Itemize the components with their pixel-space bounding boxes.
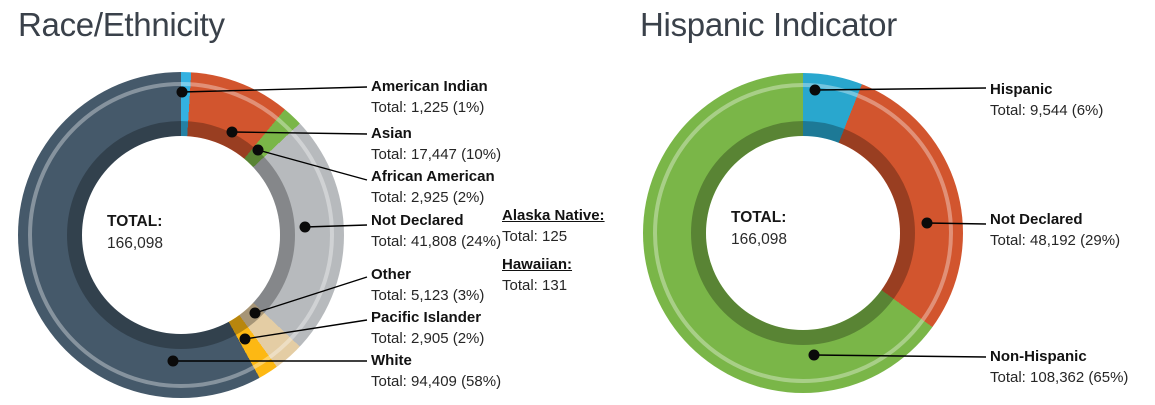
- slice-label: Asian: [371, 125, 412, 142]
- slice-total: Total: 5,123 (3%): [371, 287, 485, 304]
- donut-hole: [706, 136, 900, 330]
- footnote-total: Total: 125: [502, 228, 568, 245]
- footnote-label: Hawaiian:: [502, 256, 573, 273]
- slice-label: Not Declared: [371, 212, 464, 229]
- slice-label: White: [371, 352, 412, 369]
- callout-african-american: African American Total: 2,925 (2%): [371, 166, 495, 208]
- total-value: 166,098: [731, 231, 788, 248]
- slice-label: Hispanic: [990, 81, 1053, 98]
- slice-label: African American: [371, 168, 495, 185]
- slice-total: Total: 94,409 (58%): [371, 373, 502, 390]
- slice-label: Other: [371, 266, 412, 283]
- total-label: TOTAL:: [107, 213, 163, 230]
- slice-label: Pacific Islander: [371, 309, 482, 326]
- donut-center-total: TOTAL: 166,098: [731, 207, 787, 251]
- hispanic-indicator-title: Hispanic Indicator: [640, 6, 897, 43]
- callout-not-declared-hispanic: Not Declared Total: 48,192 (29%): [990, 209, 1120, 251]
- slice-label: Non-Hispanic: [990, 348, 1087, 365]
- donut-highlight-arc: [653, 83, 953, 383]
- race-ethnicity-donut: TOTAL: 166,098: [18, 72, 344, 398]
- callout-hispanic: Hispanic Total: 9,544 (6%): [990, 79, 1103, 121]
- footnote-label: Alaska Native:: [502, 207, 605, 224]
- race-ethnicity-title: Race/Ethnicity: [18, 6, 225, 43]
- callout-asian: Asian Total: 17,447 (10%): [371, 123, 501, 165]
- footnote-total: Total: 131: [502, 277, 568, 294]
- donut-highlight-arc: [28, 82, 334, 388]
- callout-non-hispanic: Non-Hispanic Total: 108,362 (65%): [990, 346, 1128, 388]
- callout-american-indian: American Indian Total: 1,225 (1%): [371, 76, 488, 118]
- slice-total: Total: 108,362 (65%): [990, 369, 1129, 386]
- callout-not-declared: Not Declared Total: 41,808 (24%): [371, 210, 501, 252]
- donut-center-total: TOTAL: 166,098: [107, 211, 163, 255]
- slice-total: Total: 41,808 (24%): [371, 233, 502, 250]
- footnote-hawaiian: Hawaiian: Total: 131: [502, 254, 572, 296]
- slice-total: Total: 9,544 (6%): [990, 102, 1104, 119]
- slice-total: Total: 17,447 (10%): [371, 146, 502, 163]
- slice-total: Total: 1,225 (1%): [371, 99, 485, 116]
- donut-hole: [82, 136, 280, 334]
- slice-label: Not Declared: [990, 211, 1083, 228]
- slice-label: American Indian: [371, 78, 488, 95]
- slice-total: Total: 2,925 (2%): [371, 189, 485, 206]
- callout-white: White Total: 94,409 (58%): [371, 350, 501, 392]
- total-value: 166,098: [107, 235, 164, 252]
- hispanic-indicator-donut: TOTAL: 166,098: [643, 73, 963, 393]
- footnote-alaska-native: Alaska Native: Total: 125: [502, 205, 605, 247]
- slice-total: Total: 2,905 (2%): [371, 330, 485, 347]
- callout-other: Other Total: 5,123 (3%): [371, 264, 484, 306]
- total-label: TOTAL:: [731, 209, 787, 226]
- slice-total: Total: 48,192 (29%): [990, 232, 1121, 249]
- callout-pacific-islander: Pacific Islander Total: 2,905 (2%): [371, 307, 484, 349]
